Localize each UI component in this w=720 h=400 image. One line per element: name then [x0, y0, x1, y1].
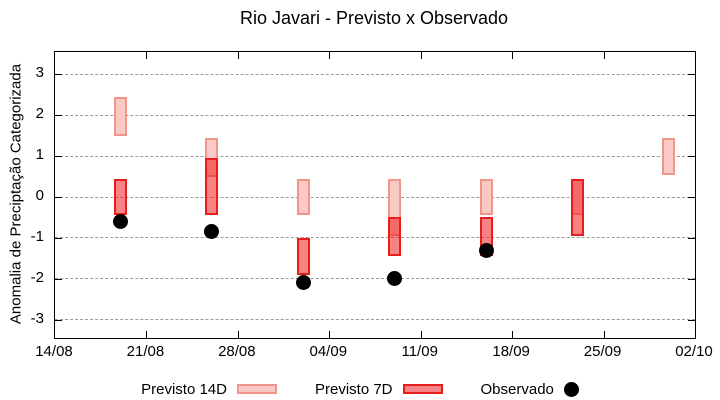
y-tick-label: 3	[35, 64, 44, 82]
legend-swatch-previsto-14d-icon	[236, 384, 277, 394]
x-tick-mark	[329, 331, 331, 338]
legend-label: Previsto 7D	[314, 380, 393, 398]
x-tick-mark	[237, 52, 239, 59]
forecast-bar-previsto-14d	[479, 178, 493, 216]
y-tick-label: 0	[35, 187, 44, 204]
legend: Previsto 14D Previsto 7D Observado	[0, 379, 720, 399]
legend-item-observado: Observado	[481, 381, 579, 398]
x-tick-mark	[146, 331, 148, 338]
legend-item-previsto-14d: Previsto 14D	[141, 381, 277, 398]
observed-dot	[478, 242, 494, 258]
x-tick-label: 11/09	[401, 343, 438, 360]
y-tick-mark	[688, 237, 695, 239]
y-tick-mark	[688, 197, 695, 198]
forecast-bar-previsto-7d	[113, 178, 127, 216]
y-tick-mark	[55, 319, 62, 321]
x-tick-label: 25/09	[583, 343, 622, 360]
forecast-bar-previsto-14d	[662, 137, 676, 175]
forecast-bar-previsto-14d	[296, 178, 310, 216]
x-tick-mark	[329, 52, 331, 59]
chart-title: Rio Javari - Previsto x Observado	[239, 8, 509, 28]
forecast-bar-previsto-7d	[570, 178, 584, 236]
gridline	[55, 319, 695, 321]
y-tick-mark	[688, 278, 695, 280]
legend-dot-observado-icon	[563, 381, 579, 397]
observed-dot	[112, 214, 128, 229]
y-tick-mark	[55, 237, 62, 239]
legend-item-previsto-7d: Previsto 7D	[315, 381, 443, 398]
legend-swatch-previsto-7d-icon	[402, 384, 443, 394]
forecast-bar-previsto-7d	[388, 217, 402, 257]
gridline	[55, 155, 695, 157]
gridline	[55, 73, 695, 75]
gridline	[55, 196, 695, 198]
y-tick-label: -2	[30, 268, 44, 286]
x-tick-label: 04/09	[309, 343, 348, 360]
forecast-bar-previsto-7d	[296, 237, 310, 275]
plot-area	[54, 51, 696, 339]
y-tick-mark	[55, 278, 62, 280]
legend-label: Previsto 14D	[141, 380, 227, 398]
y-tick-mark	[55, 115, 62, 117]
y-tick-mark	[55, 156, 62, 158]
x-tick-mark	[420, 331, 422, 338]
x-tick-mark	[237, 331, 239, 338]
observed-dot	[295, 275, 311, 291]
y-tick-mark	[55, 197, 62, 198]
observed-dot	[387, 271, 403, 287]
y-tick-mark	[688, 319, 695, 321]
forecast-bar-previsto-7d	[205, 158, 219, 216]
x-tick-mark	[603, 52, 605, 59]
x-tick-label: 28/08	[218, 343, 256, 360]
x-tick-label: 14/08	[35, 343, 73, 360]
x-tick-mark	[420, 52, 422, 59]
y-tick-label: 1	[35, 146, 44, 164]
y-tick-mark	[688, 74, 695, 76]
y-tick-mark	[688, 115, 695, 117]
gridline	[55, 278, 695, 280]
x-tick-mark	[512, 331, 514, 338]
x-tick-mark	[512, 52, 514, 59]
observed-dot	[204, 224, 220, 240]
y-tick-label: 2	[35, 105, 44, 123]
legend-label: Observado	[480, 380, 554, 398]
x-tick-label: 02/10	[675, 343, 713, 360]
y-tick-mark	[688, 156, 695, 158]
x-tick-label: 18/09	[492, 343, 530, 360]
gridline	[55, 114, 695, 116]
y-tick-label: -1	[30, 227, 44, 245]
x-tick-label: 21/08	[126, 343, 165, 360]
y-tick-label: -3	[30, 309, 44, 327]
x-tick-mark	[146, 52, 148, 59]
forecast-bar-previsto-14d	[113, 96, 127, 136]
y-tick-mark	[55, 74, 62, 76]
gridline	[55, 237, 695, 239]
x-tick-mark	[603, 331, 605, 338]
